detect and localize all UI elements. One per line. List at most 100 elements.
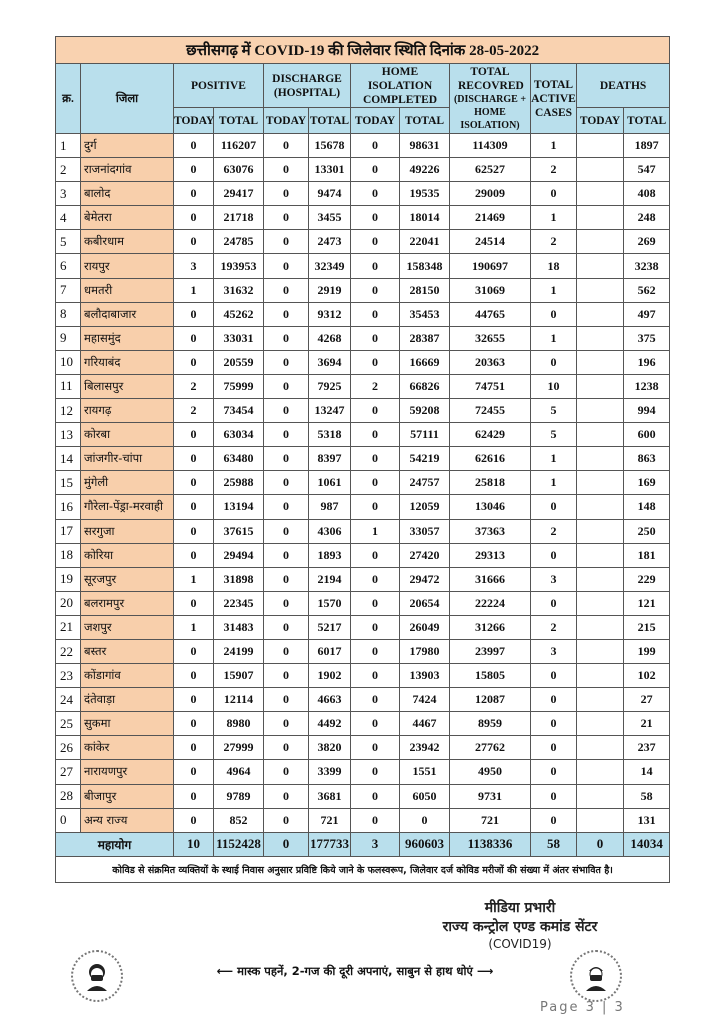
serial-number: 7 [55,277,81,303]
cell-value [576,590,624,616]
table-row: 24 दंतेवाड़ा 0 12114 0 4663 0 7424 12087 0 27 [55,687,671,713]
cell-value [576,181,624,207]
cell-value [576,663,624,689]
table-row: 18 कोरिया 0 29494 0 1893 0 27420 29313 0 181 [55,542,671,568]
total-value: 177733 [308,831,351,857]
cell-value: 987 [308,494,351,520]
district-name: रायगढ़ [80,398,174,424]
cell-value: 2 [173,398,214,424]
cell-value: 3 [530,566,577,592]
footnote: कोविड से संक्रमित व्यक्तियों के स्थाई नि… [54,855,671,883]
cell-value: 0 [263,373,309,400]
district-name: सरगुजा [80,518,174,544]
table-body: 1 दुर्ग 0 116207 0 15678 0 98631 114309 1 1897 2 राज… [55,132,671,833]
cell-value: 0 [263,205,309,231]
cell-value: 13247 [308,398,351,424]
serial-number: 28 [55,783,81,809]
cell-value: 23997 [449,638,531,665]
cell-value: 75999 [213,373,264,400]
cell-value: 58 [622,783,671,809]
serial-number: 0 [55,807,81,833]
cell-value: 1 [530,132,577,159]
cell-value: 0 [173,157,214,183]
serial-number: 3 [55,181,81,207]
cell-value: 22224 [449,590,531,616]
cell-value: 31632 [213,277,264,303]
cell-value: 35453 [399,301,450,327]
cell-value: 0 [530,783,577,809]
cell-value: 0 [173,325,214,351]
cell-value: 9474 [308,181,351,207]
cell-value: 114309 [449,132,531,159]
cell-value: 0 [350,422,400,448]
table-row: 26 कांकेर 0 27999 0 3820 0 23942 27762 0 237 [55,735,671,761]
cell-value: 1570 [308,590,351,616]
cell-value: 25988 [213,470,264,496]
cell-value [576,205,624,231]
cell-value: 0 [263,566,309,592]
cell-value: 0 [173,783,214,809]
cell-value: 0 [173,494,214,520]
serial-number: 8 [55,301,81,327]
cell-value: 0 [173,759,214,785]
cell-value: 237 [622,735,671,761]
serial-number: 20 [55,590,81,616]
cell-value: 196 [622,349,671,375]
cell-value: 57111 [399,422,450,448]
cell-value: 21469 [449,205,531,231]
total-value: 14034 [622,831,671,857]
cell-value: 215 [622,614,671,640]
cell-value: 21 [622,711,671,737]
cell-value: 0 [263,132,309,159]
table-row: 11 बिलासपुर 2 75999 0 7925 2 66826 74751 10 1238 [55,373,671,400]
cell-value: 131 [622,807,671,833]
table-row: 6 रायपुर 3 193953 0 32349 0 158348 190697 18 3238 [55,253,671,279]
total-row: महायोग 10 1152428 0 177733 3 960603 1138336 58 0… [55,831,671,857]
cell-value: 29009 [449,181,531,207]
cell-value: 1 [530,446,577,472]
header-total-recovered-label: TOTAL RECOVRED [458,66,524,92]
cell-value: 29313 [449,542,531,568]
cell-value: 0 [350,759,400,785]
cell-value: 1 [173,614,214,640]
cell-value: 0 [350,229,400,255]
cell-value: 0 [263,157,309,183]
cell-value: 0 [350,711,400,737]
masked-woman-icon [71,950,123,1002]
cell-value: 0 [173,446,214,472]
cell-value: 0 [173,349,214,375]
cell-value: 19535 [399,181,450,207]
cell-value: 0 [350,638,400,665]
serial-number: 27 [55,759,81,785]
media-incharge: मीडिया प्रभारी [484,900,556,916]
district-name: कांकेर [80,735,174,761]
serial-number: 26 [55,735,81,761]
serial-number: 6 [55,253,81,279]
header-deaths: DEATHS [575,63,671,108]
cell-value: 0 [399,807,450,833]
cell-value: 193953 [213,253,264,279]
district-name: दंतेवाड़ा [80,687,174,713]
cell-value: 121 [622,590,671,616]
cell-value: 148 [622,494,671,520]
serial-number: 24 [55,687,81,713]
cell-value: 72455 [449,398,531,424]
cell-value: 0 [263,759,309,785]
cell-value: 62429 [449,422,531,448]
cell-value: 0 [530,494,577,520]
cell-value: 63480 [213,446,264,472]
cell-value: 1 [530,205,577,231]
cell-value: 721 [308,807,351,833]
cell-value [576,494,624,520]
total-value: 1138336 [449,831,531,857]
district-name: कोंडागांव [80,663,174,689]
cell-value [576,759,624,785]
cell-value: 28150 [399,277,450,303]
cell-value: 8397 [308,446,351,472]
cell-value: 408 [622,181,671,207]
district-name: नारायणपुर [80,759,174,785]
district-name: जांजगीर-चांपा [80,446,174,472]
cell-value [576,398,624,424]
cell-value: 0 [350,446,400,472]
table-row: 8 बलौदाबाजार 0 45262 0 9312 0 35453 44765 0 497 [55,301,671,327]
